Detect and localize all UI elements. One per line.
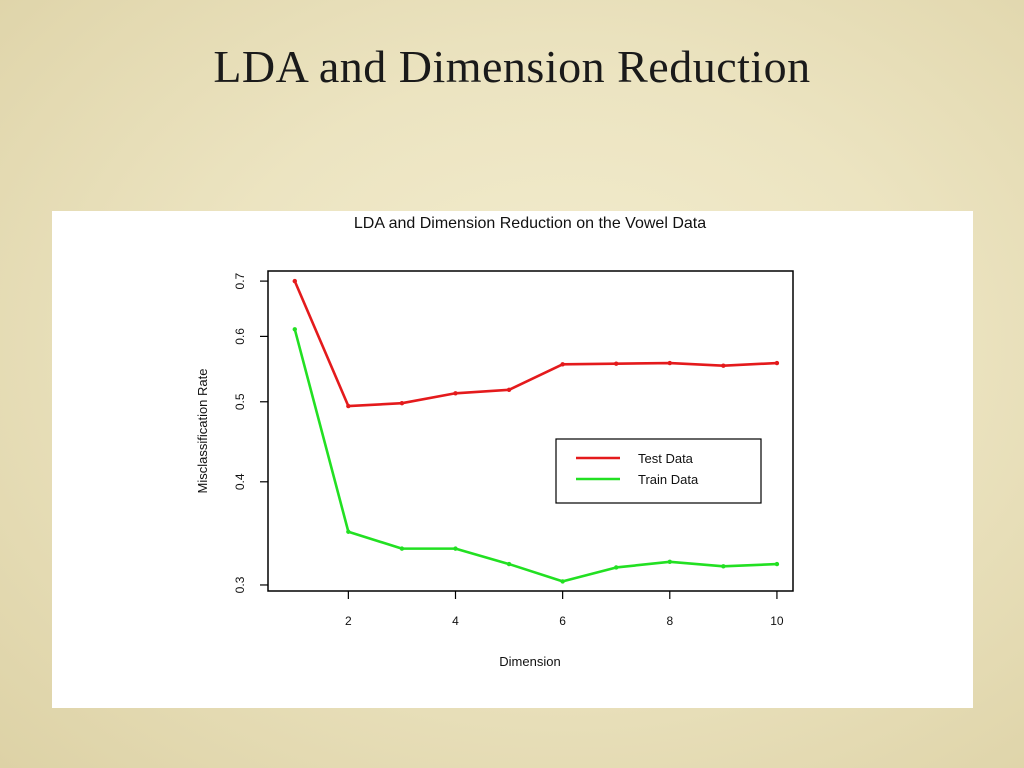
data-point [721,564,726,569]
y-axis-label: Misclassification Rate [195,369,210,494]
data-point [614,361,619,366]
slide-title: LDA and Dimension Reduction [213,41,811,92]
data-point [506,561,512,567]
y-tick-label: 0.6 [233,328,247,345]
series-line-test [293,280,777,408]
data-point [667,559,672,565]
x-tick-label: 8 [666,614,673,628]
y-tick-label: 0.5 [233,393,247,410]
data-point [399,401,405,406]
y-axis: 0.3 0.4 0.5 0.6 0.7 [233,272,268,593]
series-line-train [293,328,777,583]
data-point [292,278,297,284]
x-tick-label: 6 [559,614,566,628]
data-point [774,561,780,567]
data-point [346,403,351,409]
data-point [774,360,780,366]
y-tick-label: 0.3 [233,576,247,593]
data-point [560,362,565,367]
x-axis-label: Dimension [499,654,560,669]
legend-label-train: Train Data [638,472,699,487]
data-point [292,327,297,332]
legend: Test Data Train Data [555,438,762,504]
series-layer [292,278,780,584]
data-point [721,363,726,368]
y-tick-label: 0.4 [233,473,247,490]
legend-box [555,438,762,504]
plot-frame [267,270,794,592]
y-tick-label: 0.7 [233,272,247,289]
data-point [506,387,512,392]
x-tick-label: 4 [452,614,459,628]
x-axis: 2 4 6 8 10 [345,591,784,628]
x-tick-label: 2 [345,614,352,628]
chart-panel: LDA and Dimension Reduction on the Vowel… [52,211,973,708]
chart-title: LDA and Dimension Reduction on the Vowel… [354,215,706,232]
data-point [399,546,405,551]
legend-label-test: Test Data [638,451,694,466]
data-point [346,529,351,534]
x-tick-label: 10 [770,614,784,628]
data-point [453,391,458,396]
line-chart: LDA and Dimension Reduction on the Vowel… [195,215,794,669]
data-point [614,565,619,570]
data-point [667,360,672,366]
data-point [453,546,458,551]
data-point [560,579,565,584]
